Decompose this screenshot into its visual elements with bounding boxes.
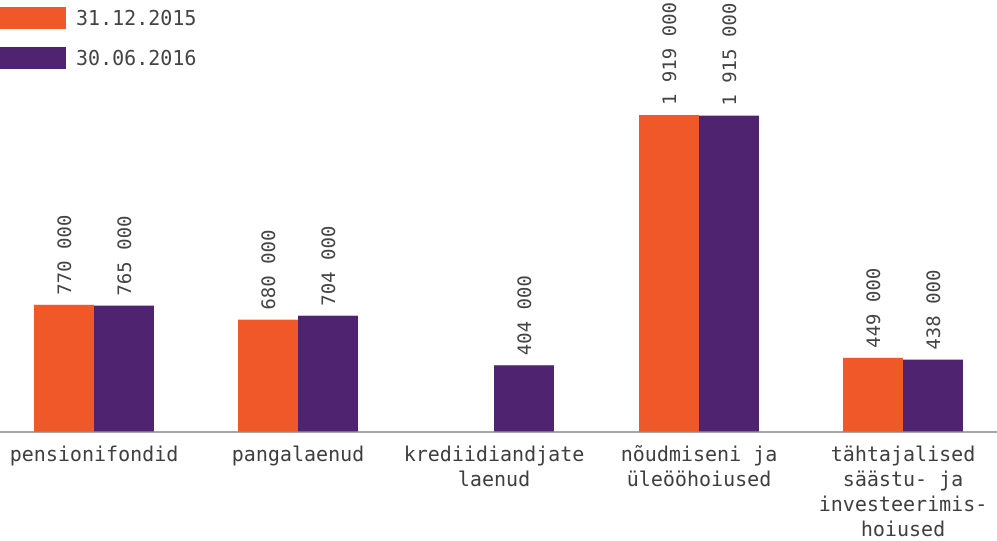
bar-series-0-category-3 [639,115,699,432]
bar-series-0-category-1 [238,319,298,432]
category-label-2-line-0: krediidiandjate [404,442,585,466]
category-label-1: pangalaenud [232,442,364,466]
value-label-series-0-category-0: 770 000 [54,215,76,295]
category-label-3-line-1: üleööhoiused [627,467,772,491]
bar-series-1-category-1 [298,315,358,432]
legend: 31.12.2015 30.06.2016 [0,6,196,70]
bar-series-1-category-2 [494,365,554,432]
category-labels-layer: pensionifondid pangalaenud krediidiandjate… [10,442,988,541]
category-label-1-line-0: pangalaenud [232,442,364,466]
category-label-0-line-0: pensionifondid [10,442,179,466]
category-label-2: krediidiandjate laenud [404,442,585,491]
category-label-4-line-0: tähtajalised [831,442,976,466]
value-label-series-0-category-3: 1 919 000 [659,2,681,105]
legend-label-2016: 30.06.2016 [76,46,196,70]
category-label-4-line-3: hoiused [861,517,945,541]
bar-series-0-category-0 [34,304,94,432]
value-label-series-1-category-2: 404 000 [514,275,536,355]
value-label-series-1-category-3: 1 915 000 [719,3,741,106]
value-label-series-1-category-0: 765 000 [114,216,136,296]
legend-label-2015: 31.12.2015 [76,6,196,30]
bar-series-0-category-4 [843,357,903,432]
category-label-4-line-2: investeerimis- [819,492,988,516]
category-label-4-line-1: säästu- ja [843,467,963,491]
value-label-series-0-category-1: 680 000 [258,230,280,310]
bar-series-1-category-3 [699,115,759,432]
category-label-4: tähtajalised säästu- ja investeerimis-hoiu… [819,442,988,541]
bar-series-1-category-4 [903,359,963,432]
value-labels-layer: 770 000 680 000 1 919 000 449 000 765 000 704… [54,2,945,355]
bars-layer [34,115,963,432]
category-label-0: pensionifondid [10,442,179,466]
category-label-3: nõudmiseni ja üleööhoiused [621,442,778,491]
category-label-3-line-0: nõudmiseni ja [621,442,778,466]
value-label-series-1-category-4: 438 000 [923,270,945,350]
value-label-series-1-category-1: 704 000 [318,226,340,306]
bar-series-1-category-0 [94,305,154,432]
legend-swatch-2015 [0,7,66,29]
category-label-2-line-1: laenud [458,467,530,491]
legend-swatch-2016 [0,47,66,69]
value-label-series-0-category-4: 449 000 [863,268,885,348]
